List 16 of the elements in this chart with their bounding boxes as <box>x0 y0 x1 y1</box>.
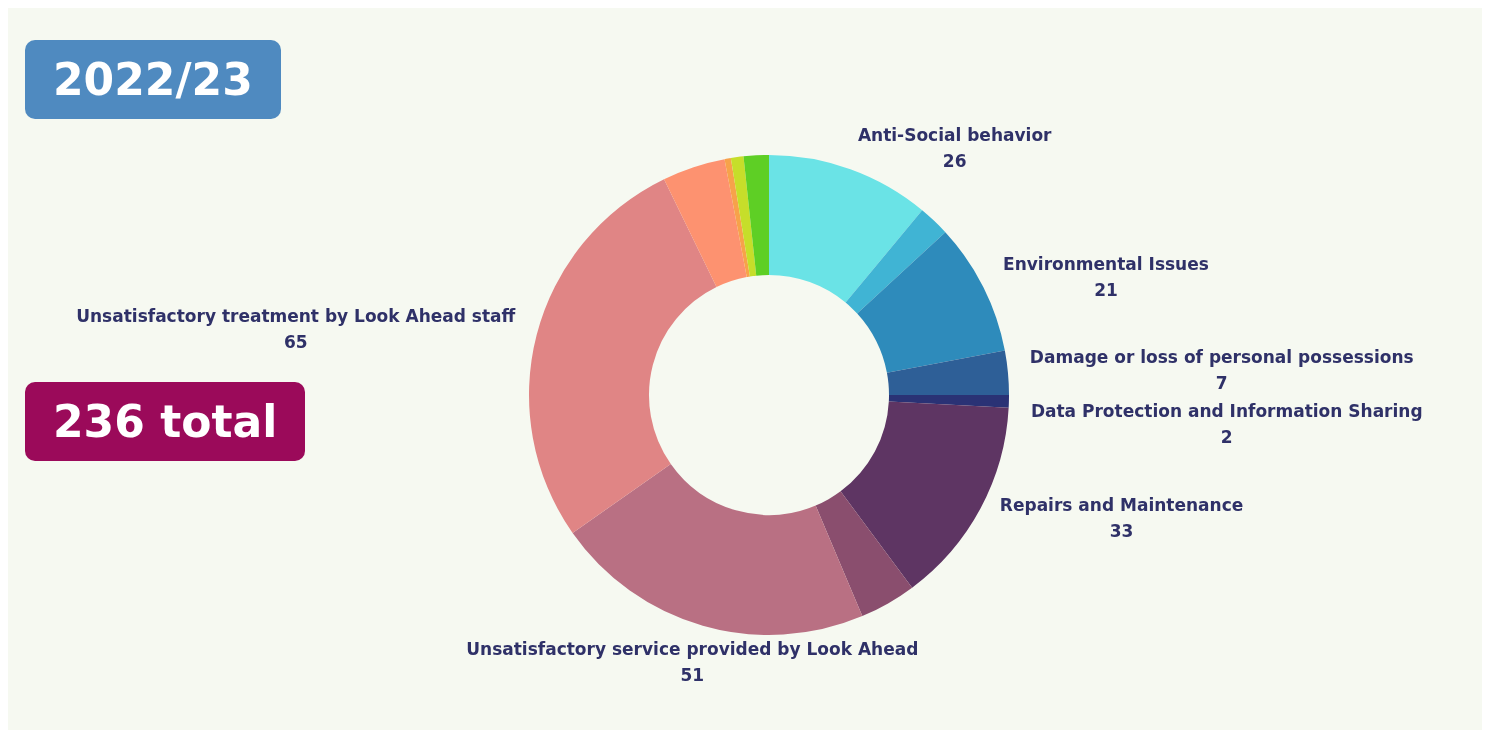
slice-label: Unsatisfactory treatment by Look Ahead staff <box>76 305 516 326</box>
data-label: 65 <box>283 331 308 352</box>
slice-label: Damage or loss of personal possessions <box>1029 347 1414 368</box>
data-label: 26 <box>942 150 967 171</box>
slice-label: Repairs and Maintenance <box>999 495 1244 516</box>
slice-label: Environmental Issues <box>1003 253 1209 274</box>
chart-title: 2022/23 <box>25 40 281 119</box>
text: 236 total <box>25 382 306 461</box>
data-label: 21 <box>1094 279 1118 300</box>
data-label: 33 <box>1109 521 1134 542</box>
data-label: 51 <box>680 664 705 685</box>
data-label: 7 <box>1215 373 1228 394</box>
slice-label: Data Protection and Information Sharing <box>1030 401 1423 422</box>
slice-label: Anti-Social behavior <box>857 124 1053 145</box>
data-label: 2 <box>1220 427 1233 448</box>
slice-label: Unsatisfactory service provided by Look Ahead <box>466 638 919 659</box>
